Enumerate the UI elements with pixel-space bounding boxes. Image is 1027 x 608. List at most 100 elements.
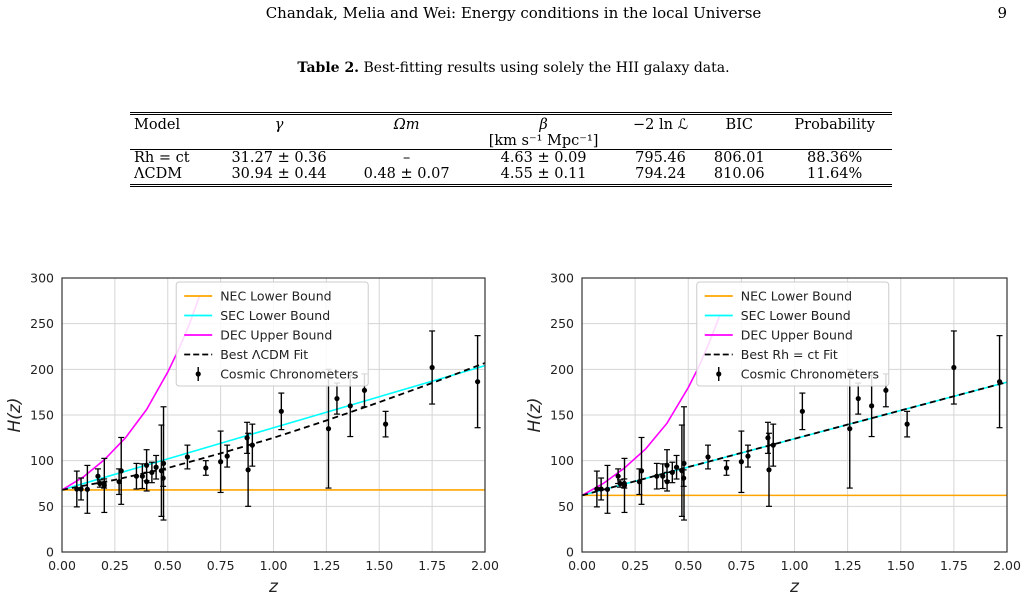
y-tick-label: 200 — [550, 362, 574, 377]
x-tick-label: 0.75 — [727, 558, 755, 573]
chronometer-point — [617, 480, 623, 487]
x-tick-label: 0.00 — [48, 558, 76, 573]
chronometer-point — [139, 473, 145, 479]
chronometer-point — [904, 421, 910, 427]
x-tick-label: 0.25 — [101, 558, 129, 573]
y-tick-label: 100 — [550, 453, 574, 468]
x-tick-label: 1.75 — [940, 558, 968, 573]
chronometer-point — [654, 473, 660, 479]
chronometer-point — [615, 473, 621, 479]
running-header: Chandak, Melia and Wei: Energy condition… — [0, 4, 1027, 26]
legend-chronometer-marker — [195, 371, 201, 377]
cell-model: Rh = ct — [134, 150, 190, 166]
cell-beta: 4.55 ± 0.11 — [467, 166, 620, 187]
legend-label: NEC Lower Bound — [741, 289, 852, 304]
chronometer-point — [951, 364, 957, 371]
chronometer-point — [249, 442, 255, 448]
col-beta: β — [467, 112, 620, 133]
chronometer-point — [669, 469, 675, 476]
y-tick-label: 200 — [30, 362, 54, 377]
chronometer-point — [723, 465, 730, 471]
plot-series — [582, 314, 1007, 521]
x-tick-label: 2.00 — [471, 558, 499, 573]
chronometer-point — [144, 462, 150, 468]
chronometer-point — [78, 486, 84, 492]
chronometer-point — [153, 464, 159, 470]
x-axis-label: z — [789, 577, 800, 597]
chronometer-point — [664, 479, 670, 485]
cell-bic: 810.06 — [701, 166, 778, 187]
chronometer-point — [638, 468, 645, 474]
legend-label: Best Rh = ct Fit — [741, 347, 838, 362]
legend-chronometer-marker — [716, 371, 722, 377]
chronometer-point — [382, 421, 389, 427]
chronometer-point — [118, 468, 124, 474]
table-label: Table 2. — [297, 60, 360, 76]
best-fit-line — [582, 381, 1007, 497]
chronometer-point — [996, 379, 1003, 385]
best-fit-line — [62, 362, 485, 491]
chronometer-point — [664, 462, 670, 468]
y-tick-label: 250 — [30, 316, 54, 331]
cell-omega: – — [402, 150, 411, 166]
x-tick-label: 0.00 — [568, 558, 596, 573]
legend-box — [175, 281, 369, 387]
table-caption: Table 2. Best-fitting results using sole… — [0, 60, 1027, 76]
chronometer-point — [203, 465, 209, 471]
chronometer-point — [160, 460, 167, 467]
results-table: Model γ Ωm β −2 ln ℒ BIC Probability [km… — [130, 112, 892, 187]
legend-label: DEC Upper Bound — [741, 328, 853, 343]
x-tick-label: 0.50 — [154, 558, 182, 573]
table-row: Rh = ct 31.27 ± 0.36 – 4.63 ± 0.09 795.4… — [130, 150, 892, 166]
table-row: ΛCDM 30.94 ± 0.44 0.48 ± 0.07 4.55 ± 0.1… — [130, 166, 892, 187]
chronometer-point — [347, 403, 353, 409]
legend-label: DEC Upper Bound — [220, 328, 332, 343]
chronometer-point — [245, 467, 251, 473]
y-tick-label: 50 — [38, 499, 54, 514]
col-bic: BIC — [701, 112, 778, 133]
chronometer-point — [660, 473, 666, 479]
chronometer-point — [673, 464, 680, 470]
chronometer-point — [765, 435, 771, 441]
page-number: 9 — [997, 4, 1007, 22]
y-tick-label: 100 — [30, 453, 54, 468]
x-tick-label: 1.00 — [260, 558, 288, 573]
chronometer-point — [278, 408, 284, 414]
y-tick-label: 0 — [46, 545, 54, 560]
legend-label: Cosmic Chronometers — [220, 367, 358, 382]
legend-label: SEC Lower Bound — [741, 308, 851, 323]
chronometer-point — [883, 387, 889, 393]
chronometer-point — [799, 408, 805, 414]
cell-gamma: 31.27 ± 0.36 — [231, 150, 327, 166]
chronometer-point — [429, 364, 435, 371]
chronometer-point — [604, 486, 611, 492]
chronometer-point — [184, 454, 191, 460]
legend-box — [696, 281, 890, 387]
x-axis-label: z — [268, 577, 279, 597]
y-tick-label: 300 — [30, 271, 54, 286]
cell-neg2lnl: 795.46 — [635, 150, 686, 166]
x-tick-label: 0.50 — [674, 558, 702, 573]
plot-frame — [61, 277, 486, 553]
chronometer-point — [705, 454, 711, 460]
col-gamma: γ — [212, 112, 346, 133]
col-omega: Ωm — [345, 112, 468, 133]
chronometer-point — [224, 453, 230, 459]
running-title: Chandak, Melia and Wei: Energy condition… — [265, 4, 762, 22]
plot-frame — [581, 277, 1008, 553]
chronometer-point — [133, 473, 140, 479]
chronometer-point — [474, 379, 481, 385]
chronometer-point — [361, 387, 368, 393]
y-axis-label: H(z) — [5, 398, 25, 433]
chronometer-point — [95, 473, 101, 479]
chronometer-point — [869, 403, 875, 409]
cell-neg2lnl: 794.24 — [619, 166, 702, 187]
y-tick-label: 300 — [550, 271, 574, 286]
hz-chart-lcdm: 0.00 0.25 0.50 0.75 1.00 1.25 1.50 1.75 2.00 0 50 1… — [5, 271, 499, 598]
legend-label: NEC Lower Bound — [220, 289, 331, 304]
chronometer-point — [149, 469, 155, 476]
chronometer-point — [594, 486, 600, 492]
x-tick-label: 1.00 — [781, 558, 809, 573]
cell-omega: 0.48 ± 0.07 — [345, 166, 468, 187]
col-neg2lnl: −2 ln ℒ — [619, 112, 702, 133]
